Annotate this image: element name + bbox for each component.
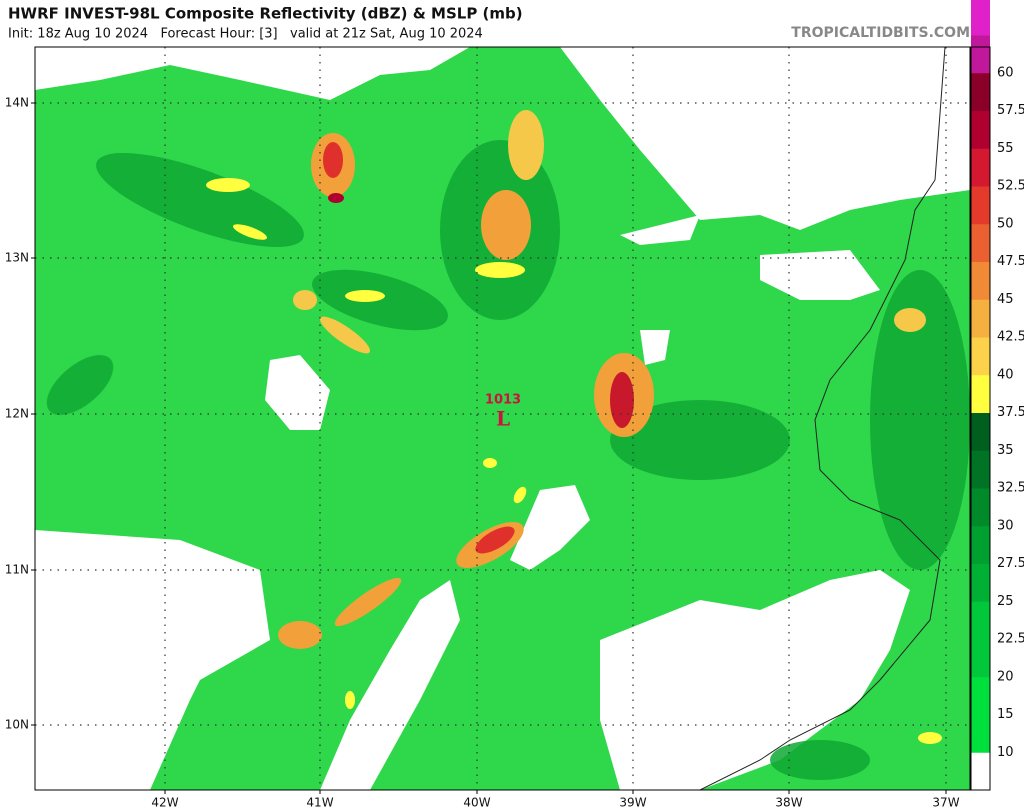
lat-label: 10N [5,718,29,732]
colorbar-band [971,35,990,74]
colorbar-label: 20 [997,669,1014,684]
lon-label: 42W [151,796,178,810]
colorbar-label: 35 [997,443,1014,458]
lon-label: 37W [932,796,959,810]
colorbar-label: 60 [997,65,1014,80]
colorbar-label: 30 [997,518,1014,533]
colorbar-band [971,148,990,187]
colorbar-label: 15 [997,707,1014,722]
map-frame [34,46,971,791]
colorbar-frame [970,46,991,791]
low-pressure-value: 1013 [485,393,521,408]
colorbar-label: 27.5 [997,556,1024,571]
colorbar-band [971,299,990,338]
colorbar-band [971,488,990,527]
source: TROPICALTIDBITS.COM [791,25,970,41]
colorbar: 60 57.5 55 52.5 50 47.5 45 42.5 40 37.5 35 32.5 30 27… [970,0,1024,791]
colorbar-label: 50 [997,216,1014,231]
lon-label: 40W [463,796,490,810]
lon-label: 41W [306,796,333,810]
colorbar-label: 37.5 [997,405,1024,420]
clear-areas [35,47,970,790]
lat-label: 11N [5,563,29,577]
colorbar-label: 10 [997,745,1014,760]
colorbar-band [971,261,990,300]
heavy-echoes [206,110,942,744]
colorbar-band [971,450,990,489]
colorbar-band [971,223,990,262]
colorbar-label: 32.5 [997,481,1024,496]
colorbar-label: 52.5 [997,179,1024,194]
title: HWRF INVEST-98L Composite Reflectivity (… [8,5,523,23]
colorbar-label: 22.5 [997,632,1024,647]
lon-label: 39W [619,796,646,810]
colorbar-band [971,374,990,413]
colorbar-band [971,676,990,715]
map: 1013 L [34,46,971,791]
colorbar-label: 40 [997,367,1014,382]
colorbar-label: 45 [997,292,1014,307]
colorbar-band [971,72,990,111]
colorbar-label: 25 [997,594,1014,609]
colorbar-band [971,110,990,149]
coastline [699,47,946,790]
colorbar-label: 47.5 [997,254,1024,269]
low-symbol: L [496,407,510,431]
subtitle: Init: 18z Aug 10 2024 Forecast Hour: [3]… [8,27,483,42]
colorbar-band [971,412,990,451]
colorbar-label: 55 [997,141,1014,156]
colorbar-band [971,601,990,640]
colorbar-label: 57.5 [997,103,1024,118]
colorbar-band [971,186,990,225]
colorbar-band [971,563,990,602]
colorbar-band [971,752,990,791]
colorbar-band [971,639,990,678]
lat-label: 14N [5,96,29,110]
colorbar-band [971,0,990,36]
lat-label: 13N [5,251,29,265]
colorbar-band [971,525,990,564]
lat-label: 12N [5,407,29,421]
lon-label: 38W [775,796,802,810]
colorbar-label: 42.5 [997,330,1024,345]
colorbar-band [971,337,990,376]
colorbar-band [971,714,990,753]
